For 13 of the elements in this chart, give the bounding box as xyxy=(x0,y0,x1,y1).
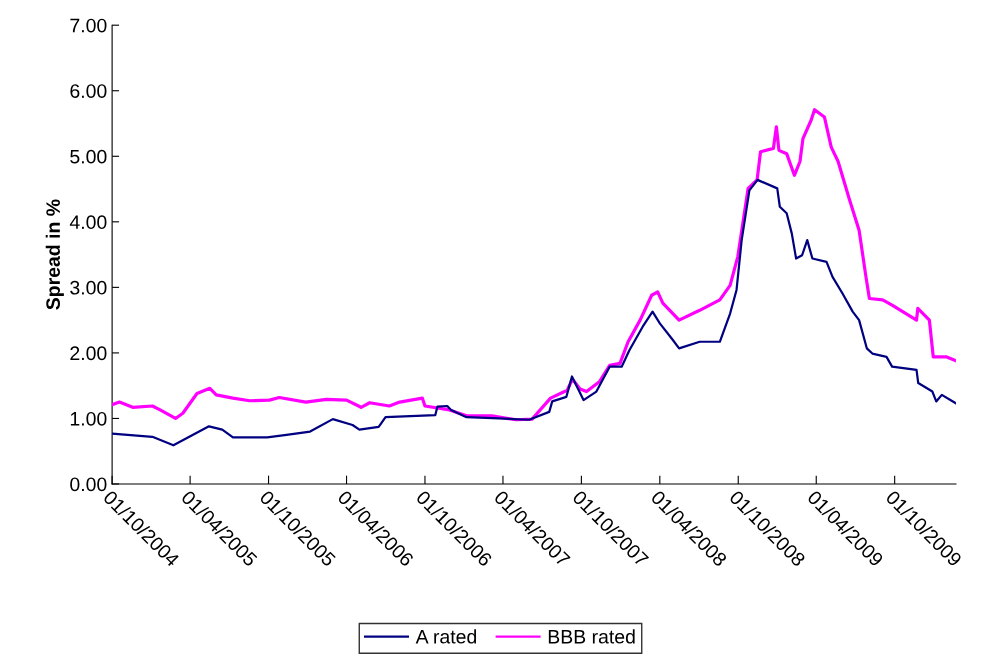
y-tick-label: 6.00 xyxy=(70,84,107,98)
y-tick-label: 3.00 xyxy=(70,280,107,295)
y-tick-label: 2.00 xyxy=(70,346,107,361)
y-tick-label: 7.00 xyxy=(70,18,107,33)
y-tick-label: 1.00 xyxy=(70,411,107,426)
y-tick-label: 5.00 xyxy=(70,149,107,164)
y-tick-label: 4.00 xyxy=(69,215,107,230)
line-series xyxy=(112,108,956,422)
y-axis-title: Spread in % xyxy=(45,199,64,310)
legend-label: A rated xyxy=(415,629,477,644)
y-tick-label: 0.00 xyxy=(70,477,107,492)
line-series xyxy=(112,178,956,447)
legend-label: BBB rated xyxy=(548,629,635,644)
